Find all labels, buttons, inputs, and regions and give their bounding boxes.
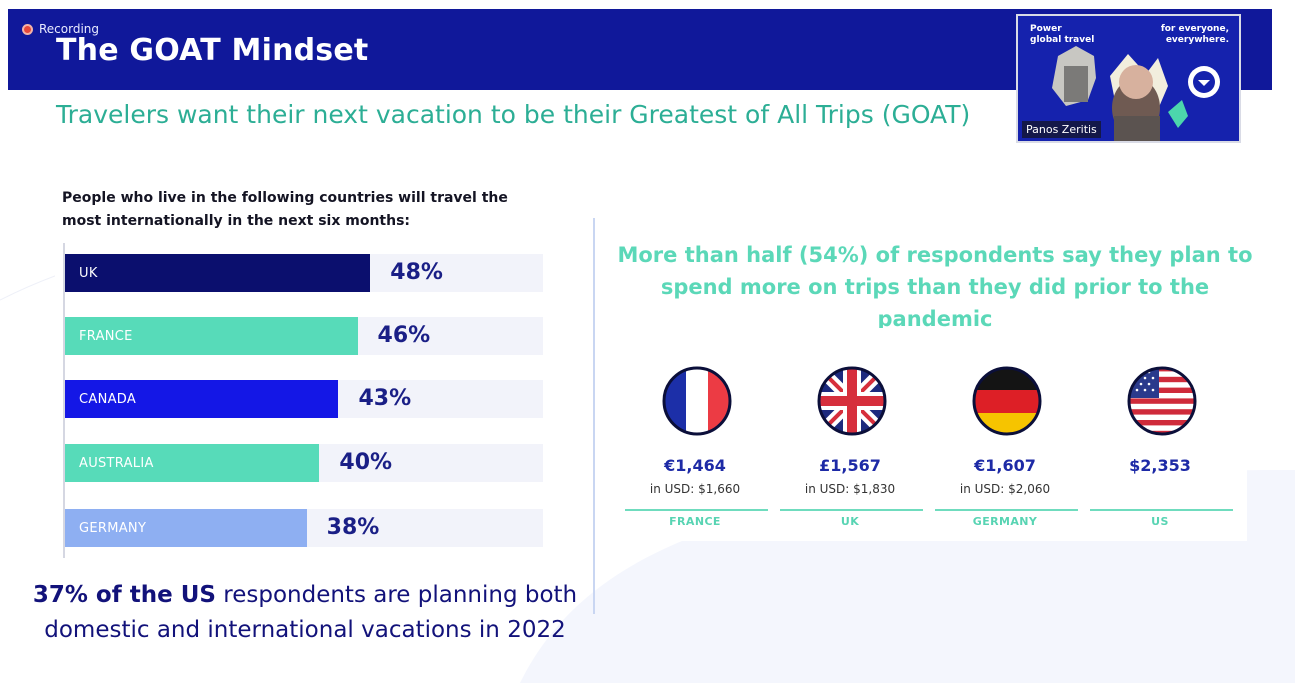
bar-value-label: 38% bbox=[326, 515, 380, 540]
spending-heading-line1: More than half (54%) of respondents say … bbox=[617, 243, 1253, 267]
recording-label: Recording bbox=[39, 22, 100, 36]
bar-category-label: UK bbox=[79, 266, 98, 281]
country-us: US bbox=[1151, 515, 1169, 528]
country-france: FRANCE bbox=[669, 515, 721, 528]
uk-flag-icon bbox=[817, 366, 887, 436]
country-germany: GERMANY bbox=[972, 515, 1038, 528]
bar: UK bbox=[65, 254, 371, 292]
slide-subtitle: Travelers want their next vacation to be… bbox=[56, 100, 971, 129]
card-underline bbox=[625, 509, 768, 511]
usd-germany: in USD: $2,060 bbox=[959, 482, 1051, 496]
bar-category-label: FRANCE bbox=[79, 329, 133, 344]
recording-dot-icon bbox=[22, 23, 33, 35]
video-tagline-right: for everyone, everywhere. bbox=[1160, 24, 1229, 45]
germany-flag-icon bbox=[972, 366, 1042, 436]
chart-axis bbox=[63, 243, 65, 558]
price-uk: £1,567 bbox=[819, 456, 881, 475]
card-underline bbox=[1090, 509, 1233, 511]
us-note-line1: respondents are planning both bbox=[215, 582, 578, 608]
bar-category-label: GERMANY bbox=[79, 521, 147, 536]
usd-uk: in USD: $1,830 bbox=[804, 482, 896, 496]
bar-row: AUSTRALIA 40% bbox=[65, 444, 543, 482]
chart-panel bbox=[55, 177, 553, 560]
bar-value-label: 40% bbox=[339, 450, 393, 475]
spending-heading: More than half (54%) of respondents say … bbox=[610, 239, 1260, 335]
bar-row: CANADA 43% bbox=[65, 380, 543, 418]
video-tagline-left: Power global travel bbox=[1030, 24, 1095, 45]
france-flag-icon bbox=[662, 366, 732, 436]
us-respondents-note: 37% of the US respondents are planning b… bbox=[30, 578, 580, 648]
video-feed bbox=[1018, 16, 1239, 141]
participant-video-tile[interactable]: Power global travel for everyone, everyw… bbox=[1016, 14, 1241, 143]
bar-row: UK 48% bbox=[65, 254, 543, 292]
bar-value-label: 48% bbox=[390, 260, 443, 285]
price-germany: €1,607 bbox=[974, 456, 1036, 475]
bar-row: GERMANY 38% bbox=[65, 509, 543, 547]
us-note-highlight: 37% of the US bbox=[32, 582, 216, 608]
spending-card-france: €1,464 in USD: $1,660 FRANCE bbox=[622, 328, 768, 541]
section-divider bbox=[593, 218, 595, 614]
slide-title: The GOAT Mindset bbox=[56, 33, 369, 68]
bar-category-label: CANADA bbox=[79, 392, 137, 407]
bar: CANADA bbox=[65, 380, 339, 418]
country-uk: UK bbox=[840, 515, 860, 528]
bar: AUSTRALIA bbox=[65, 444, 320, 482]
card-underline bbox=[780, 509, 923, 511]
recording-indicator: Recording bbox=[22, 22, 99, 36]
bar: GERMANY bbox=[65, 509, 307, 547]
bar-category-label: AUSTRALIA bbox=[79, 456, 154, 471]
spending-card-uk: £1,567 in USD: $1,830 UK bbox=[777, 328, 923, 541]
bar: FRANCE bbox=[65, 317, 358, 355]
usd-france: in USD: $1,660 bbox=[649, 482, 741, 496]
chart-title: People who live in the following countri… bbox=[62, 190, 508, 229]
spending-card-germany: €1,607 in USD: $2,060 GERMANY bbox=[932, 328, 1078, 541]
spending-cards: €1,464 in USD: $1,660 FRANCE bbox=[622, 328, 1247, 541]
us-note-line2: domestic and international vacations in … bbox=[44, 617, 566, 643]
bar-value-label: 43% bbox=[358, 386, 412, 411]
card-underline bbox=[935, 509, 1078, 511]
spending-heading-line2: spend more on trips than they did prior … bbox=[660, 275, 1210, 331]
bar-row: FRANCE 46% bbox=[65, 317, 543, 355]
price-us: $2,353 bbox=[1129, 456, 1191, 475]
us-flag-icon bbox=[1127, 366, 1197, 436]
price-france: €1,464 bbox=[664, 456, 726, 475]
spending-card-us: $2,353 US bbox=[1087, 328, 1233, 541]
participant-name: Panos Zeritis bbox=[1022, 121, 1101, 138]
bar-value-label: 46% bbox=[377, 323, 431, 348]
